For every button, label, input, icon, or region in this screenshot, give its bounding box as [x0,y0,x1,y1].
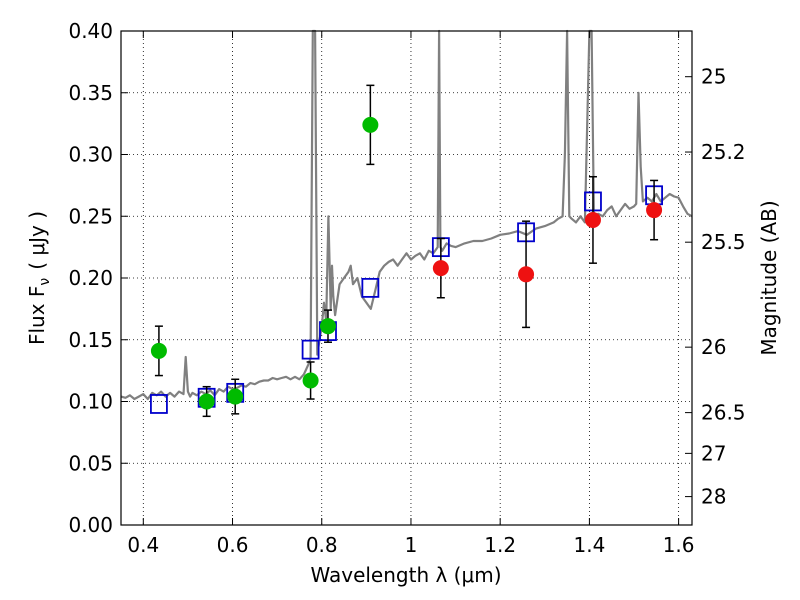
y2-tick-label: 25.2 [701,140,746,164]
y-tick-label: 0.25 [68,204,113,228]
green-data-point [319,318,336,335]
y-axis-label-subscript: ν [37,278,53,286]
y-tick-label: 0.30 [68,143,113,167]
red-data-point [646,202,663,219]
x-tick-label: 1.2 [484,533,516,557]
green-data-point [198,393,215,410]
y-tick-label: 0.00 [68,513,113,537]
green-data-point [302,372,319,389]
y-tick-label: 0.40 [68,19,113,43]
y2-tick-label: 27 [701,441,726,465]
green-data-point [150,342,167,359]
y2-tick-label: 25.5 [701,230,746,254]
y2-tick-label: 25 [701,65,726,89]
x-axis-label: Wavelength λ (μm) [310,563,501,587]
plot-area [120,29,693,418]
y-axis-label-main: Flux F [25,286,49,345]
plot-frame [120,30,693,526]
red-data-point [518,266,535,283]
spectrum-line [120,29,693,401]
y2-tick-label: 26.5 [701,401,746,425]
red-data-point [584,211,601,228]
green-data-point [362,116,379,133]
y2-tick-label: 26 [701,335,726,359]
axes: 0.4 0.6 0.8 1 1.2 1.4 1.6 0.00 0.05 0.10 0.15 0.20 0… [68,19,745,557]
x-tick-label: 0.8 [306,533,338,557]
x-tick-label: 1.4 [573,533,605,557]
model-flux-square [301,339,320,360]
y2-tick-label: 28 [701,485,726,509]
y-axis-label: Flux Fν ( μJy ) [25,211,53,345]
x-tick-label: 1 [405,533,418,557]
green-data-point [227,388,244,405]
model-flux-square [150,394,168,414]
grid-lines [121,30,692,526]
y-tick-label: 0.35 [68,81,113,105]
x-tick-label: 0.4 [127,533,159,557]
y-axis-label-unit: ( μJy ) [25,211,49,270]
y2-axis-label: Magnitude (AB) [757,200,781,355]
y-tick-label: 0.10 [68,390,113,414]
x-tick-label: 0.6 [217,533,249,557]
y-tick-label: 0.05 [68,451,113,475]
red-data-point [432,260,449,277]
y-tick-label: 0.20 [68,266,113,290]
x-tick-label: 1.6 [663,533,695,557]
model-flux-square [361,277,380,298]
y-tick-label: 0.15 [68,328,113,352]
